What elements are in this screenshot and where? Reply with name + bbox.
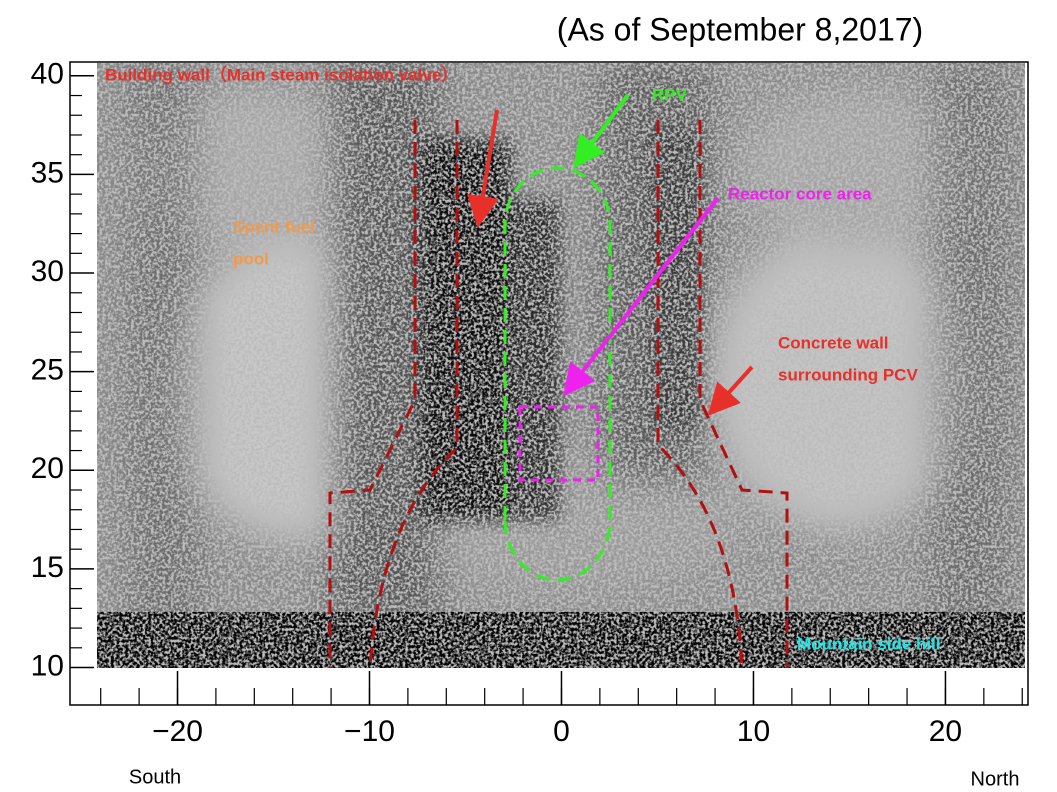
x-tick-label: −20	[152, 715, 203, 748]
y-tick-label: 25	[31, 354, 64, 387]
direction-label: North	[971, 768, 1020, 790]
annotation: Reactor core area	[728, 184, 872, 203]
page: {"chart_data": { "type": "image", "subti…	[0, 0, 1057, 792]
y-tick-label: 20	[31, 452, 64, 485]
y-tick-label: 35	[31, 156, 64, 189]
y-tick-label: 30	[31, 255, 64, 288]
y-tick-label: 40	[31, 58, 64, 91]
y-tick-label: 10	[31, 649, 64, 682]
subtitle: (As of September 8,2017)	[557, 11, 923, 47]
x-tick-label: 20	[929, 715, 962, 748]
annotation: Concrete wall	[778, 333, 889, 352]
annotation: pool	[233, 249, 269, 268]
y-tick-label: 15	[31, 551, 64, 584]
direction-label: South	[129, 766, 181, 788]
x-tick-label: −10	[344, 715, 395, 748]
annotation: surrounding PCV	[778, 365, 918, 384]
x-tick-label: 10	[737, 715, 770, 748]
x-tick-label: 0	[553, 715, 570, 748]
chart: (As of September 8,2017) South North 10 1…	[0, 0, 1057, 792]
annotation: Spent fuel	[233, 217, 315, 236]
annotation: Mountain side hill	[797, 634, 941, 653]
annotation: Building wall（Main steam isolation valve…	[105, 64, 458, 84]
annotation: RPV	[652, 85, 688, 104]
